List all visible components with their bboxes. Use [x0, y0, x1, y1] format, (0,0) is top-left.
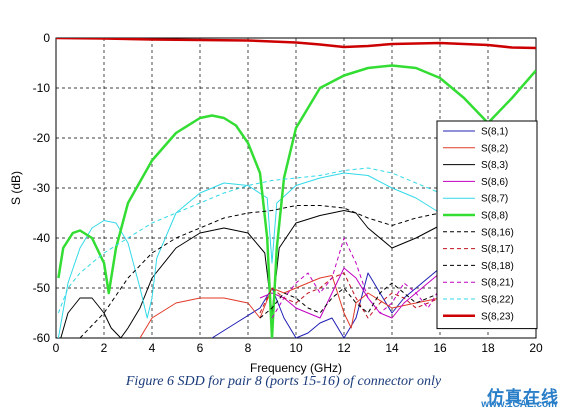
x-tick-label: 16	[433, 341, 447, 355]
legend-label: S(8,1)	[481, 127, 508, 138]
y-tick-label: -60	[33, 331, 51, 345]
x-tick-label: 10	[289, 341, 303, 355]
figure-caption: Figure 6 SDD for pair 8 (ports 15-16) of…	[125, 374, 442, 389]
y-tick-label: -30	[33, 181, 51, 195]
y-tick-label: -10	[33, 81, 51, 95]
y-tick-labels: 0 -10 -20 -30 -40 -50 -60	[33, 31, 51, 345]
legend-box	[436, 120, 538, 330]
y-tick-label: -20	[33, 131, 51, 145]
legend-label: S(8,21)	[481, 278, 514, 289]
legend-label: S(8,8)	[481, 211, 508, 222]
legend-label: S(8,22)	[481, 295, 514, 306]
y-tick-label: -40	[33, 231, 51, 245]
y-tick-label: 0	[43, 31, 50, 45]
series-line-s-8-21	[271, 237, 441, 319]
x-tick-label: 18	[481, 341, 495, 355]
legend: S(8,1) S(8,2) S(8,3) S(8,6) S(8,7) S(8,8) S(8,…	[436, 120, 538, 330]
y-tick-label: -50	[33, 281, 51, 295]
series-line-s-8-3	[60, 210, 441, 338]
watermark-text: 仿真在线	[487, 388, 559, 408]
x-tick-label: 4	[149, 341, 156, 355]
series-line-s-8-8	[57, 64, 536, 338]
series-line-s-8-23	[56, 38, 536, 50]
x-tick-label: 6	[197, 341, 204, 355]
series-line-s-8-17	[259, 272, 441, 319]
legend-label: S(8,16)	[481, 227, 514, 238]
legend-label: S(8,6)	[481, 177, 508, 188]
legend-label: S(8,3)	[481, 160, 508, 171]
series-layer	[56, 38, 536, 338]
series-line-s-8-18	[259, 282, 441, 319]
legend-label: S(8,18)	[481, 261, 514, 272]
x-tick-label: 20	[529, 341, 543, 355]
x-tick-label: 12	[337, 341, 351, 355]
x-tick-label: 0	[53, 341, 60, 355]
x-tick-label: 14	[385, 341, 399, 355]
series-line-s-8-16	[79, 205, 441, 338]
x-tick-label: 8	[245, 341, 252, 355]
series-line-s-8-22	[57, 167, 441, 314]
legend-label: S(8,7)	[481, 194, 508, 205]
y-axis-label: S (dB)	[9, 171, 23, 205]
x-tick-labels: 0 2 4 6 8 10 12 14 16 18 20	[53, 341, 543, 355]
x-tick-label: 2	[101, 341, 108, 355]
legend-label: S(8,23)	[481, 311, 514, 322]
watermark-url: www.1CAE.com	[481, 399, 557, 410]
x-axis-label: Frequency (GHz)	[250, 361, 342, 375]
legend-label: S(8,2)	[481, 143, 508, 154]
series-line-s-8-6	[259, 267, 441, 319]
legend-label: S(8,17)	[481, 244, 514, 255]
series-line-s-8-7	[57, 172, 441, 338]
